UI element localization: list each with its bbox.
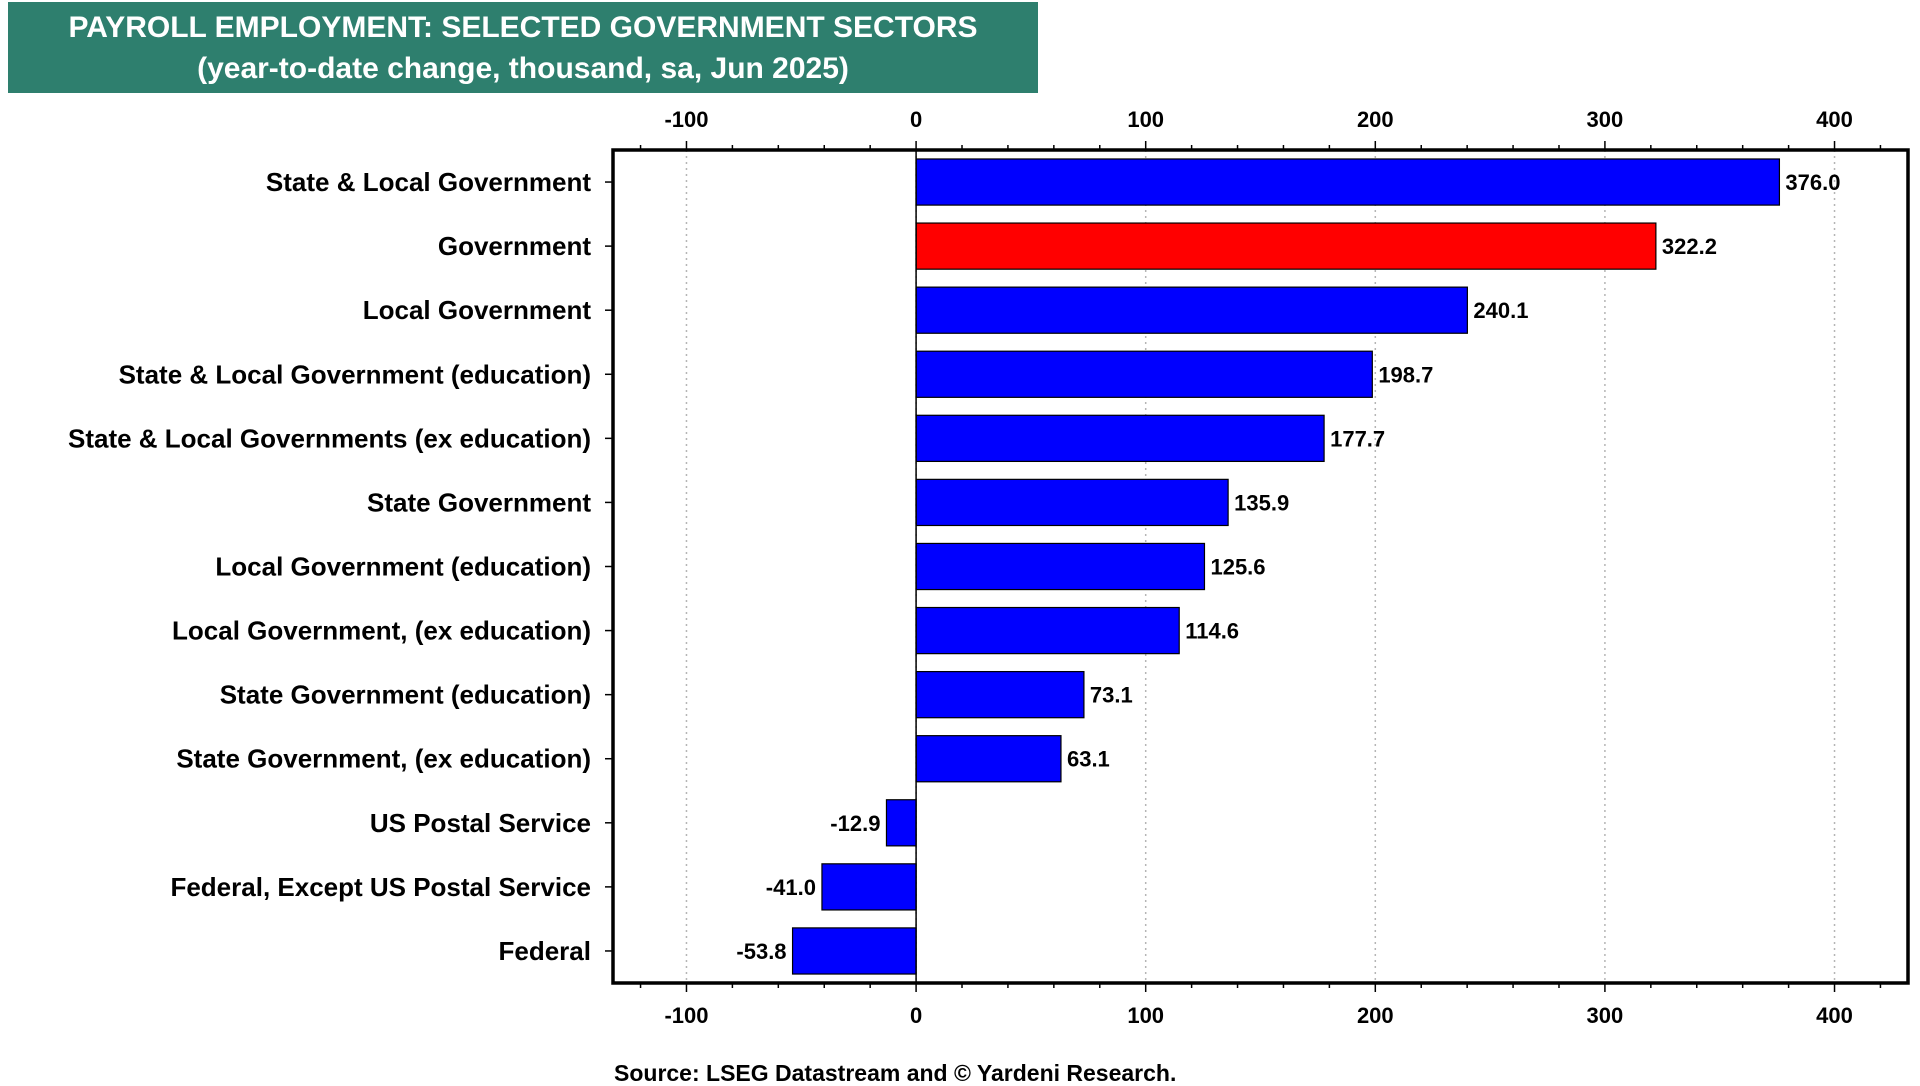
category-label: State & Local Government (education) [119, 359, 591, 389]
x-tick-label-bottom: -100 [664, 1003, 708, 1028]
x-tick-label-bottom: 300 [1587, 1003, 1624, 1028]
bar [885, 799, 917, 847]
category-label: Local Government [363, 295, 592, 325]
x-tick-label-top: 400 [1816, 107, 1853, 132]
bar [915, 735, 1062, 783]
data-label: 73.1 [1090, 683, 1133, 708]
category-label: State Government (education) [220, 680, 591, 710]
chart-subtitle: (year-to-date change, thousand, sa, Jun … [197, 51, 849, 85]
bar [821, 863, 917, 911]
bar [915, 542, 1206, 591]
data-label: 177.7 [1330, 426, 1385, 451]
data-label: 114.6 [1185, 619, 1239, 644]
bar [915, 414, 1325, 463]
data-label: 376.0 [1785, 170, 1840, 195]
category-label: Federal [499, 936, 592, 966]
plot-border [611, 148, 1910, 985]
bar [915, 222, 1657, 270]
category-label: Federal, Except US Postal Service [170, 872, 591, 902]
category-label: US Postal Service [370, 808, 591, 838]
bar [791, 927, 917, 975]
bar [915, 350, 1373, 398]
data-label: 240.1 [1473, 298, 1528, 323]
source-note: Source: LSEG Datastream and © Yardeni Re… [614, 1060, 1177, 1086]
data-label: -12.9 [830, 811, 880, 836]
data-label: 135.9 [1234, 490, 1289, 515]
bar [915, 478, 1229, 527]
category-label: Local Government (education) [215, 552, 591, 582]
x-tick-label-bottom: 100 [1127, 1003, 1164, 1028]
x-tick-label-top: 200 [1357, 107, 1394, 132]
bar [915, 606, 1180, 655]
x-tick-label-top: 300 [1587, 107, 1624, 132]
x-tick-label-top: 0 [910, 107, 922, 132]
x-tick-label-bottom: 200 [1357, 1003, 1394, 1028]
category-label: State & Local Governments (ex education) [68, 423, 591, 453]
data-label: 322.2 [1662, 234, 1717, 259]
category-label: State Government [367, 487, 591, 517]
bar [915, 158, 1781, 206]
category-label: Government [438, 231, 591, 261]
category-label: Local Government, (ex education) [172, 616, 591, 646]
data-label: 198.7 [1378, 362, 1433, 387]
chart-title-banner: PAYROLL EMPLOYMENT: SELECTED GOVERNMENT … [8, 2, 1038, 93]
x-tick-label-top: 100 [1127, 107, 1164, 132]
data-label: 125.6 [1210, 555, 1265, 580]
data-label: 63.1 [1067, 747, 1110, 772]
chart-title: PAYROLL EMPLOYMENT: SELECTED GOVERNMENT … [68, 10, 978, 44]
category-label: State & Local Government [266, 167, 591, 197]
data-label: -41.0 [766, 875, 816, 900]
category-label: State Government, (ex education) [176, 744, 591, 774]
bar [915, 670, 1085, 719]
x-tick-label-top: -100 [664, 107, 708, 132]
bar [915, 286, 1468, 334]
data-label: -53.8 [736, 939, 786, 964]
x-tick-label-bottom: 400 [1816, 1003, 1853, 1028]
x-tick-label-bottom: 0 [910, 1003, 922, 1028]
